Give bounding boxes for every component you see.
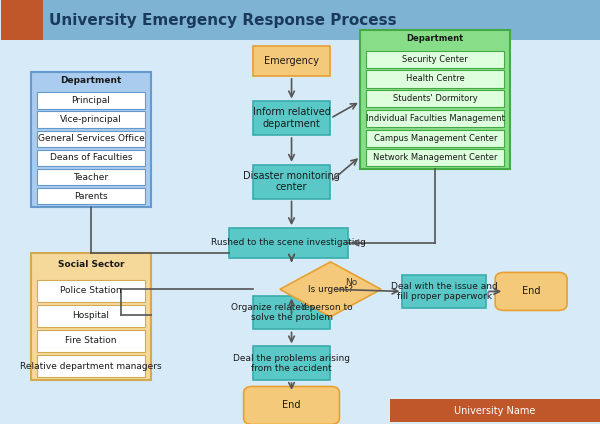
FancyBboxPatch shape <box>367 70 504 87</box>
FancyBboxPatch shape <box>403 274 486 308</box>
FancyBboxPatch shape <box>391 399 600 422</box>
FancyBboxPatch shape <box>367 51 504 68</box>
FancyBboxPatch shape <box>37 169 145 185</box>
FancyBboxPatch shape <box>37 330 145 352</box>
Text: Police Station: Police Station <box>60 286 122 295</box>
FancyBboxPatch shape <box>367 149 504 166</box>
FancyBboxPatch shape <box>37 92 145 109</box>
Text: Department: Department <box>60 76 122 85</box>
Text: End: End <box>282 401 301 410</box>
Text: Emergency: Emergency <box>264 56 319 66</box>
Text: Relative department managers: Relative department managers <box>20 362 162 371</box>
Text: Deal with the issue and
fill proper paperwork: Deal with the issue and fill proper pape… <box>391 282 497 301</box>
FancyBboxPatch shape <box>37 131 145 147</box>
Text: Vice-principal: Vice-principal <box>60 115 122 124</box>
Text: Is urgent?: Is urgent? <box>308 285 353 294</box>
Text: Campus Management Center: Campus Management Center <box>374 134 497 142</box>
Text: Department: Department <box>407 34 464 43</box>
Text: General Services Office: General Services Office <box>38 134 144 143</box>
Text: Deans of Faculties: Deans of Faculties <box>50 153 132 162</box>
Text: Principal: Principal <box>71 96 110 105</box>
FancyBboxPatch shape <box>367 90 504 107</box>
Text: End: End <box>522 287 541 296</box>
FancyBboxPatch shape <box>361 30 510 169</box>
FancyBboxPatch shape <box>253 296 331 329</box>
Text: Parents: Parents <box>74 192 108 201</box>
Text: Fire Station: Fire Station <box>65 336 116 346</box>
FancyBboxPatch shape <box>253 47 331 76</box>
Text: Health Centre: Health Centre <box>406 75 464 84</box>
FancyBboxPatch shape <box>1 0 43 40</box>
Text: Individual Faculties Management: Individual Faculties Management <box>366 114 505 123</box>
FancyBboxPatch shape <box>253 165 331 198</box>
FancyBboxPatch shape <box>37 305 145 327</box>
FancyBboxPatch shape <box>37 188 145 204</box>
FancyBboxPatch shape <box>495 273 567 310</box>
FancyBboxPatch shape <box>367 110 504 127</box>
Text: Security Center: Security Center <box>403 55 468 64</box>
Text: Organize related person to
solve the problem: Organize related person to solve the pro… <box>231 303 352 322</box>
FancyBboxPatch shape <box>31 72 151 207</box>
Text: No: No <box>346 278 358 287</box>
FancyBboxPatch shape <box>37 279 145 301</box>
FancyBboxPatch shape <box>253 346 331 380</box>
Text: Rushed to the scene investigating: Rushed to the scene investigating <box>211 238 366 247</box>
Text: Disaster monitoring
center: Disaster monitoring center <box>243 171 340 192</box>
Text: Network Management Center: Network Management Center <box>373 153 497 162</box>
Text: Yes: Yes <box>301 304 315 312</box>
Text: University Emergency Response Process: University Emergency Response Process <box>49 13 397 28</box>
Text: University Name: University Name <box>454 406 536 416</box>
Polygon shape <box>280 262 381 317</box>
FancyBboxPatch shape <box>37 112 145 128</box>
FancyBboxPatch shape <box>253 101 331 135</box>
Text: Hospital: Hospital <box>73 311 109 320</box>
Text: Social Sector: Social Sector <box>58 260 124 269</box>
Text: Students' Dormitory: Students' Dormitory <box>393 94 478 103</box>
FancyBboxPatch shape <box>31 254 151 380</box>
Text: Inform relatived
department: Inform relatived department <box>253 107 331 129</box>
FancyBboxPatch shape <box>367 130 504 147</box>
FancyBboxPatch shape <box>244 386 340 424</box>
FancyBboxPatch shape <box>37 150 145 166</box>
FancyBboxPatch shape <box>1 0 600 40</box>
Text: Teacher: Teacher <box>73 173 109 181</box>
FancyBboxPatch shape <box>37 355 145 377</box>
FancyBboxPatch shape <box>229 228 349 258</box>
Text: Deal the problems arising
from the accident: Deal the problems arising from the accid… <box>233 354 350 373</box>
